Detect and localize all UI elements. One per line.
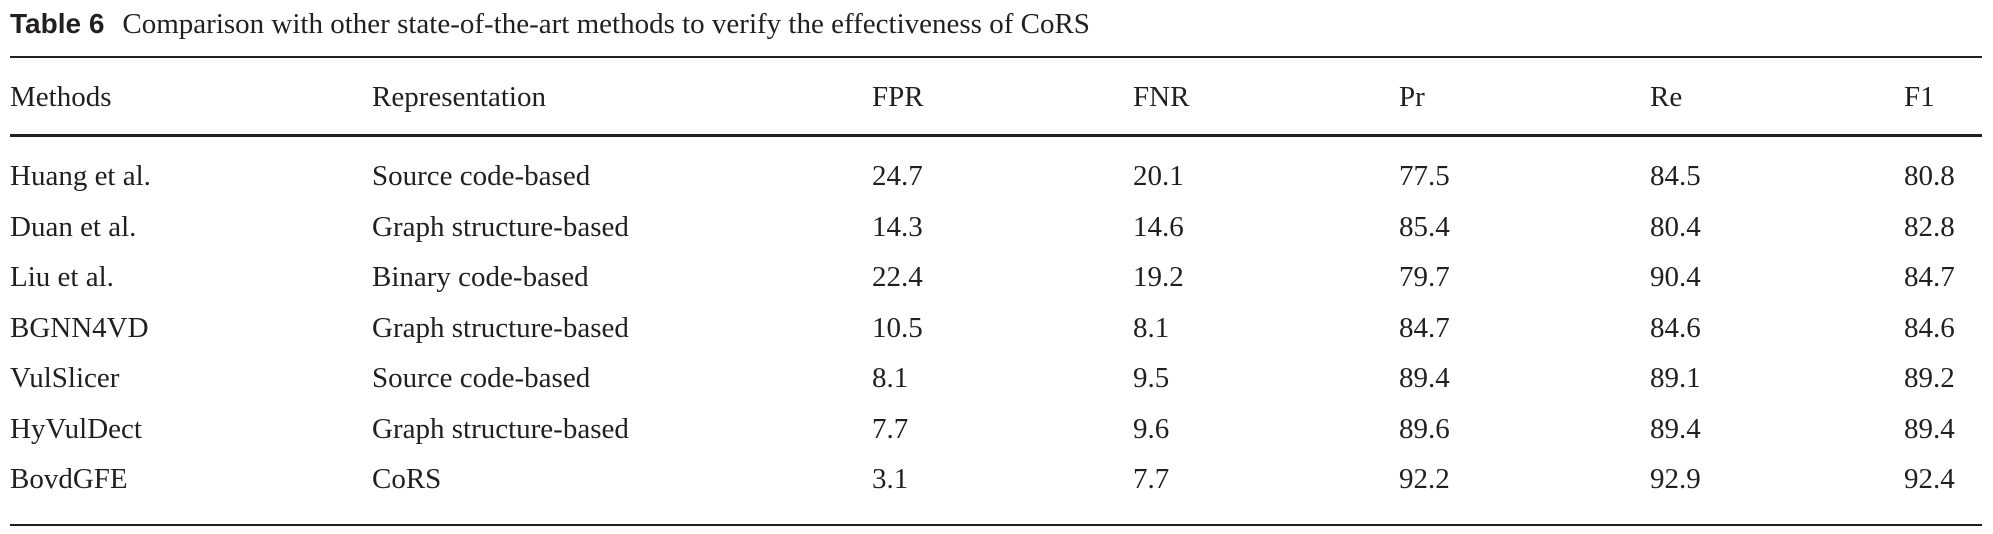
cell-method: HyVulDect [10,412,142,445]
table-row: BGNN4VD Graph structure-based 10.5 8.1 8… [10,308,1982,359]
cell-fnr: 20.1 [1133,160,1184,192]
table-header: Methods Representation FPR FNR Pr Re F1 [10,77,1982,117]
cell-pr: 79.7 [1399,261,1450,293]
table-row: Huang et al. Source code-based 24.7 20.1… [10,156,1982,207]
cell-method: BGNN4VD [10,311,149,344]
header-row: Methods Representation FPR FNR Pr Re F1 [10,77,1982,117]
cell-re: 90.4 [1650,261,1701,293]
column-header-methods: Methods [10,81,112,113]
cell-fnr: 19.2 [1133,261,1184,293]
cell-re: 80.4 [1650,210,1701,243]
cell-method: Liu et al. [10,261,114,293]
cell-f1: 84.7 [1904,261,1955,293]
cell-f1: 80.8 [1904,160,1955,192]
column-header-fnr: FNR [1133,81,1190,113]
table-caption: Table 6 Comparison with other state-of-th… [10,4,1090,44]
cell-pr: 92.2 [1399,463,1450,495]
cell-fpr: 22.4 [872,261,923,293]
column-header-f1: F1 [1904,81,1935,113]
cell-re: 89.4 [1650,412,1701,445]
top-rule [10,56,1982,58]
table-row: BovdGFE CoRS 3.1 7.7 92.2 92.9 92.4 [10,459,1982,510]
cell-f1: 84.6 [1904,311,1955,344]
cell-method: Huang et al. [10,160,151,192]
cell-re: 84.5 [1650,160,1701,192]
cell-representation: Graph structure-based [372,210,629,243]
table-row: VulSlicer Source code-based 8.1 9.5 89.4… [10,358,1982,409]
cell-fnr: 14.6 [1133,210,1184,243]
cell-representation: Source code-based [372,160,591,192]
header-rule [10,134,1982,137]
cell-re: 89.1 [1650,362,1701,394]
cell-f1: 82.8 [1904,210,1955,243]
table-number: Table 6 [10,8,105,39]
cell-fpr: 14.3 [872,210,923,243]
cell-pr: 89.6 [1399,412,1450,445]
cell-pr: 84.7 [1399,311,1450,344]
column-header-representation: Representation [372,81,546,113]
table-row: Duan et al. Graph structure-based 14.3 1… [10,207,1982,258]
cell-fpr: 8.1 [872,362,909,394]
column-header-pr: Pr [1399,81,1425,113]
cell-representation: Binary code-based [372,261,589,293]
table-body: Huang et al. Source code-based 24.7 20.1… [10,156,1982,510]
column-header-fpr: FPR [872,81,924,113]
cell-representation: Graph structure-based [372,311,629,344]
cell-fpr: 3.1 [872,463,909,495]
table-caption-text: Comparison with other state-of-the-art m… [122,8,1090,40]
cell-re: 92.9 [1650,463,1701,495]
table-row: HyVulDect Graph structure-based 7.7 9.6 … [10,409,1982,460]
cell-f1: 92.4 [1904,463,1955,495]
cell-representation: CoRS [372,463,442,495]
cell-pr: 85.4 [1399,210,1450,243]
cell-method: Duan et al. [10,210,137,243]
cell-pr: 89.4 [1399,362,1450,394]
cell-fnr: 9.5 [1133,362,1170,394]
bottom-rule [10,524,1982,526]
cell-method: VulSlicer [10,362,120,394]
cell-fnr: 8.1 [1133,311,1170,344]
table-row: Liu et al. Binary code-based 22.4 19.2 7… [10,257,1982,308]
cell-method: BovdGFE [10,463,128,495]
column-header-re: Re [1650,81,1683,113]
cell-pr: 77.5 [1399,160,1450,192]
cell-representation: Graph structure-based [372,412,629,445]
cell-fnr: 9.6 [1133,412,1170,445]
cell-representation: Source code-based [372,362,591,394]
cell-f1: 89.4 [1904,412,1955,445]
cell-fpr: 24.7 [872,160,923,192]
cell-f1: 89.2 [1904,362,1955,394]
cell-re: 84.6 [1650,311,1701,344]
cell-fpr: 7.7 [872,412,909,445]
cell-fpr: 10.5 [872,311,923,344]
cell-fnr: 7.7 [1133,463,1170,495]
